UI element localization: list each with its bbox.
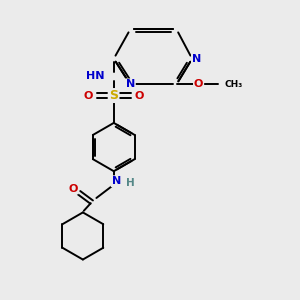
Text: N: N (192, 54, 201, 64)
Text: S: S (109, 89, 118, 102)
Text: HN: HN (86, 71, 105, 81)
Text: O: O (68, 184, 78, 194)
Text: N: N (126, 79, 135, 89)
Text: O: O (135, 91, 144, 100)
Text: CH₃: CH₃ (225, 80, 243, 89)
Text: H: H (126, 178, 134, 188)
Text: N: N (112, 176, 121, 186)
Text: O: O (194, 79, 203, 89)
Text: O: O (83, 91, 93, 100)
